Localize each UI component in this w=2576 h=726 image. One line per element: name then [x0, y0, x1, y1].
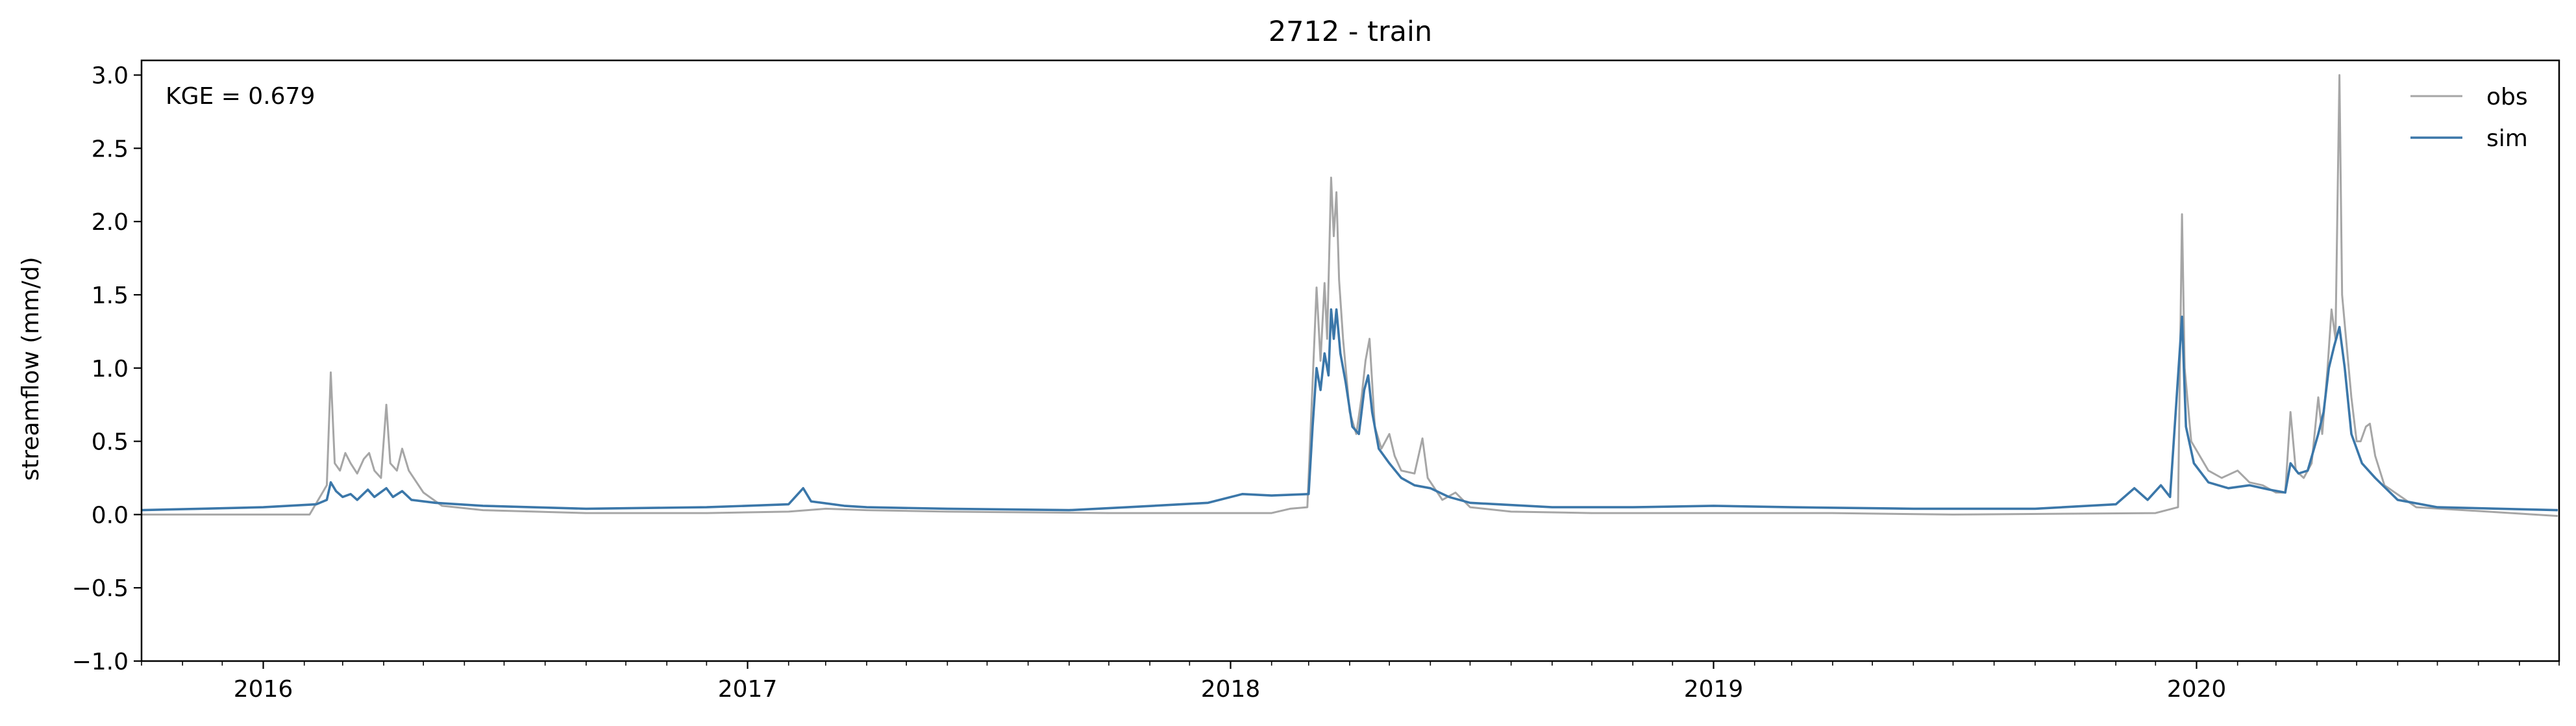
- legend-label-sim: sim: [2486, 125, 2528, 152]
- y-tick-label: 2.0: [92, 209, 129, 236]
- x-tick-label: 2017: [718, 676, 778, 703]
- kge-annotation: KGE = 0.679: [166, 83, 315, 110]
- plot-area: [141, 74, 2558, 518]
- plot-frame: [140, 59, 2560, 662]
- y-tick-label: 3.0: [92, 63, 129, 90]
- y-axis: −1.0 −0.5 0.0 0.5 1.0 1.5 2.0 2.5 3.0: [72, 63, 142, 675]
- y-tick-label: 0.0: [92, 502, 129, 529]
- series-line-sim: [141, 308, 2558, 512]
- x-tick-label: 2016: [234, 676, 293, 703]
- x-tick-label: 2019: [1684, 676, 1744, 703]
- y-tick-label: 1.0: [92, 356, 129, 382]
- legend: obs sim: [2410, 84, 2528, 152]
- x-tick-label: 2020: [2167, 676, 2227, 703]
- x-tick-label: 2018: [1201, 676, 1261, 703]
- y-tick-label: 0.5: [92, 429, 129, 456]
- y-tick-label: −0.5: [72, 575, 129, 602]
- chart-title: 2712 - train: [1269, 16, 1432, 48]
- y-tick-label: 1.5: [92, 282, 129, 309]
- x-axis: 2016 2017 2018 2019 2020: [141, 661, 2560, 703]
- legend-label-obs: obs: [2486, 84, 2528, 110]
- y-tick-label: −1.0: [72, 649, 129, 675]
- y-tick-label: 2.5: [92, 136, 129, 162]
- y-axis-label: streamflow (mm/d): [18, 257, 44, 481]
